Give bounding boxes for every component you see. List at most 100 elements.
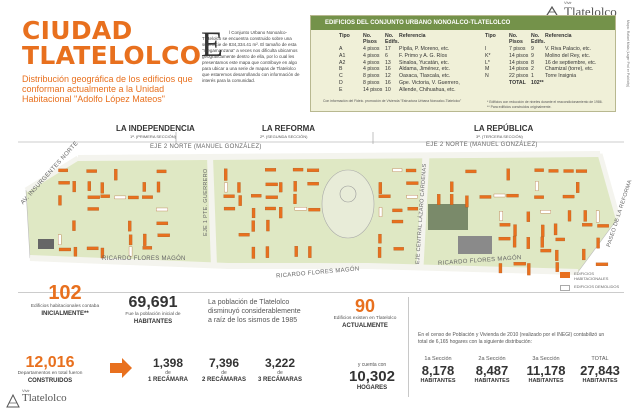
building-footprint [540, 236, 544, 248]
building-footprint [513, 224, 517, 237]
building-footprint [224, 182, 228, 193]
table-cell: 16 [385, 79, 391, 86]
table-cell: Molino del Rey, etc. [545, 52, 591, 59]
building-layer [58, 167, 609, 276]
stat-current-buildings: 90 Edificios existen en Tlatelolco ACTUA… [330, 296, 400, 329]
building-footprint [526, 211, 531, 222]
stat-emphasis: HOGARES [356, 384, 388, 391]
building-footprint [526, 237, 530, 249]
building-footprint [506, 193, 519, 198]
map: LA INDEPENDENCIA 1ª. (PRIMERA SECCIÓN) L… [18, 124, 633, 290]
building-footprint [294, 207, 307, 211]
logo-small: Vivir [22, 388, 30, 393]
building-footprint [100, 182, 104, 194]
map-canvas [18, 132, 624, 276]
building-footprint [156, 207, 168, 212]
stat-emphasis: INICIALMENTE** [41, 310, 89, 317]
title-line-1: CIUDAD [22, 16, 133, 45]
building-footprint [493, 193, 506, 198]
table-cell: Sinaloa, Yucatán, etc. [399, 59, 450, 66]
stat-caption: Fue la población inicial de [125, 312, 181, 317]
building-footprint [87, 207, 99, 211]
building-footprint [73, 246, 78, 257]
table-cell: A2 [339, 59, 346, 66]
table-cell: A [339, 46, 343, 52]
table-cell: 4 pisos [363, 59, 380, 66]
title-line-2: TLATELOLCO [22, 41, 202, 70]
table-cell: Allende, Chihuahua, etc. [399, 86, 456, 93]
table-cell: 17 [385, 46, 391, 52]
building-footprint [553, 223, 558, 236]
building-footprint [266, 219, 270, 232]
table-cell: 4 pisos [363, 52, 380, 59]
building-footprint [251, 194, 262, 198]
table-cell: 14 pisos [509, 59, 529, 66]
building-footprint [449, 194, 454, 205]
building-footprint [223, 206, 236, 211]
building-footprint [143, 233, 147, 246]
building-footprint [265, 206, 276, 211]
road-reforma [597, 153, 621, 219]
col-tipo: Tipo [339, 33, 350, 39]
section-sub-2: 2ª. (SEGUNDA SECCIÓN) [260, 134, 308, 139]
plaza-circle [339, 185, 357, 203]
building-footprint [224, 168, 228, 181]
building-footprint [563, 169, 574, 173]
table-cell: 4 pisos [363, 46, 380, 52]
building-footprint [465, 195, 469, 208]
table-cell: 22 pisos [509, 73, 529, 80]
building-footprint [58, 247, 71, 252]
stat-caption: de [277, 370, 283, 376]
building-footprint [72, 181, 76, 193]
stat-label: 3a Sección [532, 356, 560, 362]
street-ricardo-1: RICARDO FLORES MAGÓN [102, 256, 186, 262]
building-footprint [498, 263, 503, 274]
building-footprint [142, 246, 153, 250]
logo-bottom: Tlatelolco Vivir [6, 388, 76, 410]
building-footprint [513, 262, 526, 266]
stat-caption: Edificios habitacionales contaba [30, 304, 100, 309]
table-cell: 14 pisos [363, 86, 383, 93]
table-note-2: ** Para edificios construidos originalme… [487, 105, 552, 109]
stat-value: 7,396 [208, 356, 240, 370]
building-footprint [238, 195, 242, 206]
street-eje2-right: EJE 2 NORTE (MANUEL GONZÁLEZ) [426, 142, 538, 148]
building-footprint [540, 210, 551, 214]
building-footprint [58, 234, 62, 245]
building-footprint [555, 249, 559, 261]
stat-value: 27,843 [580, 362, 620, 378]
stat-caption: de [165, 370, 171, 376]
building-footprint [308, 207, 321, 212]
pyramid-icon [6, 393, 20, 408]
stat-label: 1a Sección [424, 356, 452, 362]
table-cell: Chamizal (torre), etc. [545, 66, 594, 73]
building-footprint [595, 262, 609, 266]
legend-item-habitacionales: EDIFICIOS HABITACIONALES [560, 271, 620, 281]
table-header-row: Tipo No. Pisos No. Edifs. Referencia [485, 33, 607, 46]
table-total-row: TOTAL 102** [485, 80, 607, 87]
building-footprint [437, 194, 441, 205]
building-footprint [58, 195, 62, 206]
table-cell: F. Primo y A. G. Ríos [399, 52, 448, 59]
building-footprint [142, 195, 153, 199]
building-footprint [499, 223, 511, 227]
street-guerrero: EJE 1 PTE. GUERRERO [203, 168, 209, 236]
stat-section-population: TOTAL 27,843 HABITANTES [572, 356, 628, 384]
stat-value: 90 [354, 296, 376, 316]
table-cell: 16 [385, 66, 391, 73]
stat-value: 102 [48, 282, 82, 304]
building-footprint [142, 182, 146, 192]
building-footprint [293, 181, 297, 192]
table-cell: 16 de septiembre, etc. [545, 59, 597, 66]
stat-caption: y cuenta con [357, 362, 387, 368]
building-footprint [582, 223, 593, 227]
section-sub-1: 1ª. (PRIMERA SECCIÓN) [130, 134, 176, 139]
table-row: A 4 pisos 17 Pípila, P. Moreno, etc. [339, 46, 461, 53]
building-footprint [251, 220, 255, 232]
legend-label: EDIFICIOS DEMOLIDOS [574, 284, 620, 289]
table-cell: C [339, 73, 343, 80]
building-footprint [279, 182, 283, 193]
stat-value: 11,178 [526, 362, 566, 378]
building-footprint [237, 182, 241, 193]
building-footprint [156, 221, 169, 226]
